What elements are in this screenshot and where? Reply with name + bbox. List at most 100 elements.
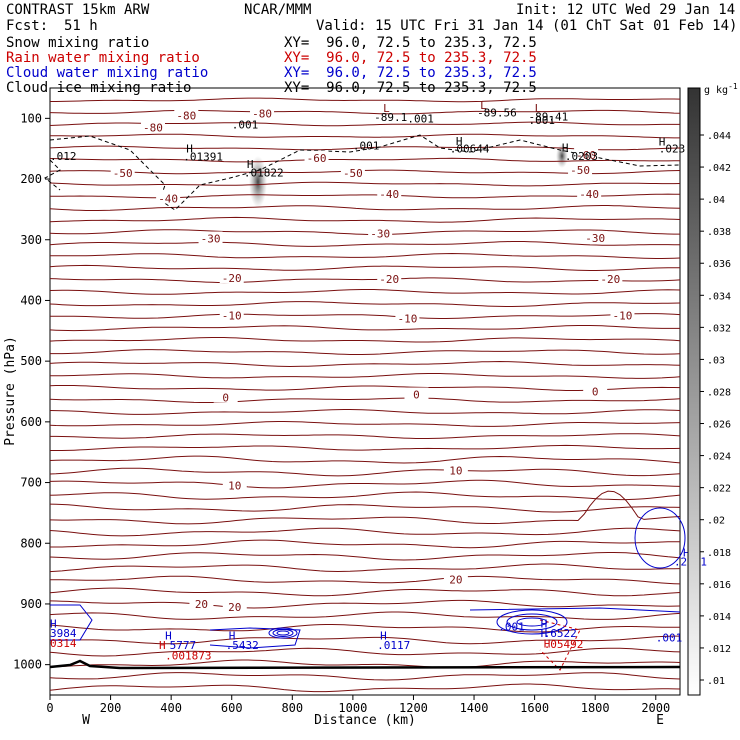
temperature-contour	[49, 672, 681, 681]
cloud-ice-contour	[44, 159, 61, 191]
colorbar-tick-label: .036	[707, 259, 731, 270]
temperature-label: 0	[592, 386, 599, 399]
annotation-label: H	[541, 617, 548, 630]
x-tick-label: 1800	[581, 701, 610, 715]
annotation-label: 0314	[50, 637, 77, 650]
temperature-label: 0	[413, 389, 420, 402]
temperature-contour	[49, 241, 681, 247]
temperature-contour	[49, 635, 680, 645]
x-axis: 0 200 400 600 800 1000 1200 1400 1600 1800 2000	[46, 695, 670, 715]
colorbar-tick-label: .014	[707, 612, 731, 623]
annotation-label: .001	[656, 631, 683, 644]
annotation-label: .001873	[165, 650, 211, 663]
colorbar-tick-label: .018	[707, 548, 731, 559]
y-tick-label: 100	[20, 111, 42, 125]
label-bg	[583, 384, 608, 397]
temperature-label: -20	[379, 273, 399, 286]
x-axis-west-label: W	[82, 713, 90, 728]
annotation-label: .00644	[450, 143, 490, 156]
colorbar-tick-label: .012	[707, 644, 731, 655]
colorbar-tick-label: .026	[707, 420, 731, 431]
annotation-label: .05492	[544, 638, 584, 651]
model-title: CONTRAST 15km ARW	[6, 2, 150, 18]
label-bg	[222, 478, 247, 491]
temperature-contour	[49, 611, 681, 620]
label-bg	[198, 231, 223, 244]
temperature-label: -80	[143, 121, 163, 134]
temperature-contour	[49, 624, 681, 633]
temperature-contour	[49, 397, 681, 403]
temperature-contour	[49, 455, 681, 464]
y-tick-label: 400	[20, 293, 42, 307]
colorbar-tick-label: .04	[707, 195, 725, 206]
temperature-contour	[49, 337, 681, 343]
temperature-label: -20	[600, 273, 620, 286]
temperature-label: 10	[228, 480, 241, 493]
temperature-label: 10	[449, 464, 462, 477]
annotations: -80 -80 -80 -60 -60 -50 -50 -50 -40 -40 -40 -30 -30 -…	[50, 99, 707, 663]
colorbar-tick-label: .024	[707, 452, 731, 463]
label-bg	[598, 272, 623, 285]
annotation-label: .001	[232, 118, 259, 131]
annotation-label: L	[535, 102, 542, 115]
temperature-contour	[49, 467, 681, 477]
cloud-water-contour	[209, 627, 301, 649]
annotation-label: .001	[529, 114, 556, 127]
temperature-label: -60	[576, 149, 596, 162]
label-bg	[189, 596, 214, 609]
y-tick-label: 300	[20, 233, 42, 247]
label-bg	[577, 187, 602, 200]
temperature-contour	[49, 421, 681, 427]
colorbar-tick-label: .032	[707, 323, 731, 334]
temperature-label: -50	[113, 167, 133, 180]
label-bg	[250, 106, 275, 119]
temperature-contour	[49, 552, 681, 561]
annotation-label: H	[683, 546, 690, 559]
temperature-contour	[50, 133, 680, 139]
annotation-label: .001	[498, 620, 525, 633]
x-tick-label: 400	[160, 701, 182, 715]
x-tick-label: 1600	[520, 701, 549, 715]
label-bg	[110, 165, 135, 178]
temperature-contour	[49, 503, 681, 513]
temperature-contour	[49, 563, 681, 573]
temperature-contour	[50, 349, 681, 355]
label-bg	[395, 311, 420, 324]
x-tick-label: 200	[100, 701, 122, 715]
annotation-label: H	[544, 637, 551, 650]
annotation-label: .6522	[544, 627, 577, 640]
x-tick-label: 0	[46, 701, 53, 715]
x-tick-label: 800	[281, 701, 303, 715]
label-bg	[304, 150, 329, 163]
colorbar-tick-label: .03	[707, 355, 725, 366]
temperature-contour	[49, 157, 681, 163]
annotation-label: .01391	[183, 151, 223, 164]
label-bg	[443, 572, 468, 585]
label-bg	[583, 230, 608, 243]
label-bg	[568, 162, 593, 175]
field-name-cloud-water: Cloud water mixing ratio	[6, 65, 209, 81]
y-tick-label: 800	[20, 536, 42, 550]
temperature-contour	[50, 444, 681, 451]
label-bg	[377, 272, 402, 285]
temperature-contour	[49, 659, 681, 668]
colorbar-tick-label: .034	[707, 291, 731, 302]
colorbar-tick-label: .044	[707, 131, 731, 142]
label-bg	[443, 463, 468, 476]
annotation-label: .5432	[226, 639, 259, 652]
temperature-contour	[50, 373, 681, 379]
label-bg	[140, 120, 165, 133]
temperature-label: -80	[252, 107, 272, 120]
label-bg	[174, 108, 199, 121]
temperature-contours	[49, 97, 681, 693]
temperature-contour	[49, 409, 681, 415]
temperature-contour	[49, 301, 681, 307]
institution-label: NCAR/MMM	[244, 2, 312, 18]
annotation-label: -89.56	[477, 106, 517, 119]
temperature-contour	[49, 289, 681, 295]
annotation-label: H	[229, 630, 236, 643]
y-axis: 100 200 300 400 500 600 700 800 900 1000	[13, 111, 50, 672]
snow-shading	[249, 144, 568, 208]
